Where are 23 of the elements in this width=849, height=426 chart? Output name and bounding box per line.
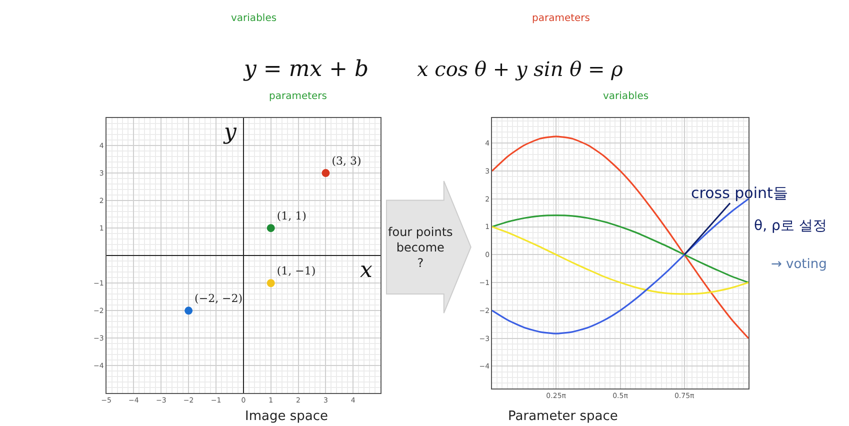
text: → voting [771, 257, 827, 272]
line-series [492, 214, 749, 284]
text: parameters [532, 13, 590, 24]
y-axis-title: y [223, 120, 237, 145]
text: parameters [269, 91, 328, 102]
text: Parameter space [508, 409, 618, 424]
text: θ, ρ로 설정 [754, 218, 827, 234]
data-label: (−2, −2) [194, 292, 243, 305]
text: Image space [245, 409, 328, 424]
point [266, 224, 275, 232]
text: four points become ? [388, 225, 453, 270]
text: y = mx + b [243, 57, 369, 82]
line-series [492, 226, 749, 295]
x-axis-title: x [360, 258, 373, 283]
point [266, 279, 275, 288]
point [322, 169, 330, 178]
data-label: (3, 3) [332, 154, 362, 168]
point [184, 306, 193, 315]
text: variables [603, 91, 649, 102]
text: variables [231, 13, 277, 24]
text: x cos θ + y sin θ = ρ [417, 57, 624, 81]
data-label: (1, −1) [276, 264, 316, 278]
data-label: (1, 1) [276, 209, 306, 222]
